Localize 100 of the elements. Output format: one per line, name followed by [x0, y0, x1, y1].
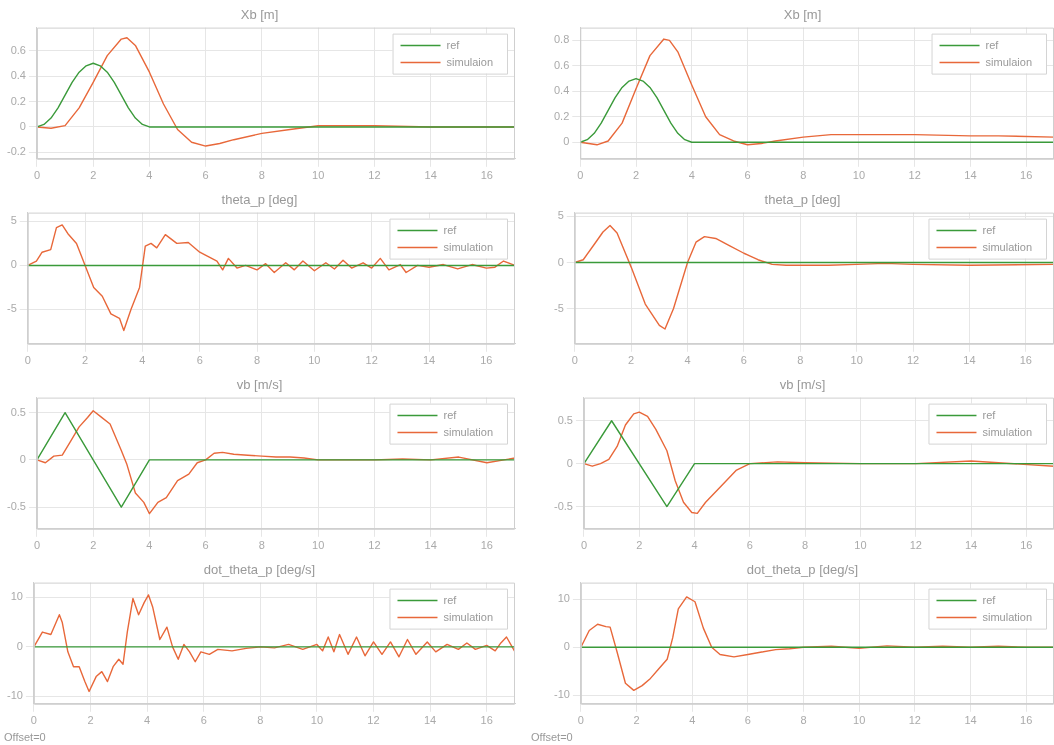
x-tick-label: 14	[963, 354, 976, 367]
x-tick-label: 8	[257, 714, 264, 727]
y-tick-label: 0.6	[553, 58, 570, 71]
text: Offset=0	[4, 731, 46, 743]
x-tick-label: 10	[854, 539, 867, 552]
y-tick-label: 0.5	[557, 413, 573, 426]
x-tick-label: 0	[33, 169, 41, 182]
legend-label: ref	[443, 223, 458, 236]
x-tick-label: 4	[689, 714, 696, 727]
x-tick-label: 14	[964, 714, 977, 727]
x-tick-label: 2	[636, 539, 643, 552]
y-tick-label: 0.2	[553, 109, 570, 122]
legend-label: simulation	[443, 425, 494, 438]
x-tick-label: 2	[633, 714, 640, 727]
legend-label: ref	[982, 223, 997, 236]
x-tick-label: 6	[200, 714, 207, 727]
x-tick-label: 14	[422, 354, 436, 367]
chart-title: Xb [m]	[783, 7, 822, 23]
x-tick-label: 6	[744, 714, 751, 727]
x-tick-label: 4	[146, 169, 153, 182]
y-tick-label: -10	[553, 688, 570, 701]
x-tick-label: 16	[480, 539, 493, 552]
x-tick-label: 4	[684, 354, 691, 367]
x-tick-label: 8	[800, 714, 807, 727]
y-tick-label: -10	[6, 689, 23, 702]
x-tick-label: 12	[368, 539, 381, 552]
y-tick-label: 0	[19, 452, 26, 465]
x-tick-label: 10	[308, 354, 321, 367]
y-tick-label: 0	[557, 255, 564, 268]
x-tick-label: 6	[744, 169, 751, 182]
y-tick-label: 0.8	[553, 33, 570, 46]
legend-label: ref	[985, 38, 1000, 51]
x-tick-label: 12	[908, 714, 921, 727]
y-tick-label: -5	[554, 301, 564, 314]
y-tick-label: 0	[16, 639, 23, 652]
x-tick-label: 16	[480, 354, 493, 367]
y-tick-label: 0	[566, 456, 573, 469]
x-tick-label: 2	[632, 169, 640, 182]
x-tick-label: 12	[906, 354, 920, 367]
legend-label: ref	[982, 593, 997, 606]
x-tick-label: 4	[688, 169, 695, 182]
y-tick-label: 0.4	[10, 69, 26, 82]
x-tick-label: 6	[202, 169, 209, 182]
y-tick-label: -5	[7, 302, 17, 315]
legend-label: simulaion	[446, 55, 493, 68]
x-tick-label: 10	[853, 714, 866, 727]
x-tick-label: 4	[146, 539, 153, 552]
y-tick-label: 0.5	[10, 405, 26, 418]
legend-label: simulation	[982, 610, 1033, 623]
x-tick-label: 10	[310, 714, 324, 727]
x-tick-label: 14	[964, 539, 978, 552]
x-tick-label: 4	[691, 539, 698, 552]
x-tick-label: 6	[746, 539, 753, 552]
y-tick-label: -0.5	[6, 500, 26, 513]
x-tick-label: 0	[33, 539, 41, 552]
x-tick-label: 16	[480, 169, 493, 182]
x-tick-label: 16	[480, 714, 493, 727]
chart-title: vb [m/s]	[779, 377, 826, 393]
legend-label: simulation	[443, 610, 494, 623]
x-tick-label: 10	[312, 539, 325, 552]
x-tick-label: 6	[740, 354, 747, 367]
x-tick-label: 10	[852, 169, 866, 182]
legend-label: simulation	[982, 240, 1033, 253]
chart-title: dot_theta_p [deg/s]	[203, 562, 316, 578]
x-tick-label: 6	[196, 354, 203, 367]
x-tick-label: 8	[800, 169, 807, 182]
x-tick-label: 8	[797, 354, 804, 367]
y-tick-label: 0	[10, 258, 17, 271]
chart-title: theta_p [deg]	[221, 192, 298, 208]
chart-title: dot_theta_p [deg/s]	[746, 562, 859, 578]
y-tick-label: 0	[19, 119, 26, 132]
y-tick-label: -0.2	[6, 145, 26, 158]
x-tick-label: 4	[139, 354, 146, 367]
legend-label: simulaion	[985, 55, 1032, 68]
x-tick-label: 14	[424, 539, 437, 552]
x-tick-label: 6	[202, 539, 209, 552]
text: Offset=0	[531, 731, 573, 743]
x-tick-label: 12	[368, 169, 381, 182]
y-tick-label: 10	[10, 590, 23, 603]
y-tick-label: -0.5	[553, 499, 573, 512]
x-tick-label: 12	[909, 539, 922, 552]
x-tick-label: 12	[365, 354, 378, 367]
x-tick-label: 2	[90, 539, 97, 552]
legend-label: ref	[443, 408, 458, 421]
x-tick-label: 2	[628, 354, 635, 367]
legend-label: simulation	[443, 240, 494, 253]
x-tick-label: 0	[580, 539, 588, 552]
legend-label: simulation	[982, 425, 1033, 438]
legend-label: ref	[443, 593, 458, 606]
y-tick-label: 0	[563, 135, 570, 148]
x-tick-label: 0	[577, 169, 584, 182]
x-tick-label: 2	[90, 169, 97, 182]
x-tick-label: 2	[82, 354, 89, 367]
x-tick-label: 14	[424, 169, 437, 182]
x-tick-label: 4	[144, 714, 151, 727]
x-tick-label: 14	[423, 714, 437, 727]
x-tick-label: 10	[850, 354, 863, 367]
x-tick-label: 16	[1020, 539, 1033, 552]
x-tick-label: 12	[908, 169, 921, 182]
y-tick-label: 5	[557, 209, 564, 222]
